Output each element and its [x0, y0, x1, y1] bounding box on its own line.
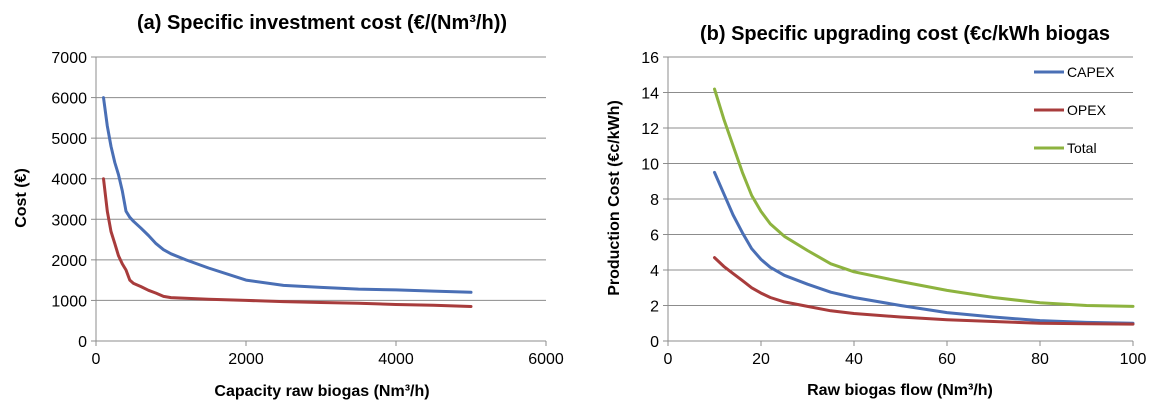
chart-a-title: (a) Specific investment cost (€/(Nm³/h)) — [137, 12, 507, 34]
chart-b-x-tick-label-1: 20 — [752, 351, 770, 368]
chart-b-x-tick-label-3: 60 — [938, 351, 956, 368]
chart-b-legend-label-capex: CAPEX — [1067, 64, 1115, 80]
chart-a-x-tick-label-3: 6000 — [528, 351, 564, 368]
chart-b-x-tick-label-5: 100 — [1120, 351, 1147, 368]
chart-b-title: (b) Specific upgrading cost (€c/kWh biog… — [700, 23, 1110, 45]
chart-a-y-tick-label-0: 0 — [78, 334, 87, 351]
chart-b-y-tick-label-8: 16 — [641, 50, 659, 67]
chart-b-line-opex — [713, 256, 1135, 326]
chart-a: (a) Specific investment cost (€/(Nm³/h))… — [13, 12, 564, 400]
chart-b-y-tick-label-6: 12 — [641, 121, 659, 138]
chart-b-line-total — [713, 87, 1135, 308]
chart-b-y-tick-label-5: 10 — [641, 157, 659, 174]
chart-a-line-series-2 — [102, 177, 473, 308]
chart-b-x-tick-label-0: 0 — [664, 351, 673, 368]
chart-b-y-tick-label-3: 6 — [650, 228, 659, 245]
chart-a-x-tick-label-2: 4000 — [378, 351, 414, 368]
chart-b-line-capex — [713, 170, 1135, 325]
chart-b-y-tick-label-1: 2 — [650, 299, 659, 316]
chart-b-legend-label-total: Total — [1067, 140, 1097, 156]
chart-a-x-tick-label-0: 0 — [92, 351, 101, 368]
chart-a-y-tick-label-4: 4000 — [51, 172, 87, 189]
chart-a-x-axis-label: Capacity raw biogas (Nm³/h) — [214, 383, 429, 400]
chart-b-y-tick-label-4: 8 — [650, 192, 659, 209]
chart-b-y-tick-label-2: 4 — [650, 263, 659, 280]
chart-b-x-tick-label-4: 80 — [1031, 351, 1049, 368]
chart-b-x-tick-label-2: 40 — [845, 351, 863, 368]
chart-b: (b) Specific upgrading cost (€c/kWh biog… — [606, 23, 1146, 399]
chart-a-y-tick-label-7: 7000 — [51, 50, 87, 67]
chart-b-y-tick-label-7: 14 — [641, 86, 659, 103]
chart-a-y-tick-label-2: 2000 — [51, 253, 87, 270]
chart-a-y-tick-label-6: 6000 — [51, 91, 87, 108]
chart-a-y-tick-label-5: 5000 — [51, 131, 87, 148]
chart-a-y-tick-label-1: 1000 — [51, 293, 87, 310]
chart-b-y-tick-label-0: 0 — [650, 334, 659, 351]
chart-b-y-axis-label: Production Cost (€c/kWh) — [606, 100, 623, 296]
chart-b-x-axis-label: Raw biogas flow (Nm³/h) — [807, 382, 993, 399]
chart-a-x-tick-label-1: 2000 — [228, 351, 264, 368]
chart-a-y-axis-label: Cost (€) — [13, 168, 30, 228]
chart-b-legend-label-opex: OPEX — [1067, 102, 1107, 118]
chart-a-line-series-1 — [102, 96, 473, 294]
chart-b-legend: CAPEX OPEX Total — [1034, 64, 1115, 156]
chart-a-y-tick-label-3: 3000 — [51, 212, 87, 229]
